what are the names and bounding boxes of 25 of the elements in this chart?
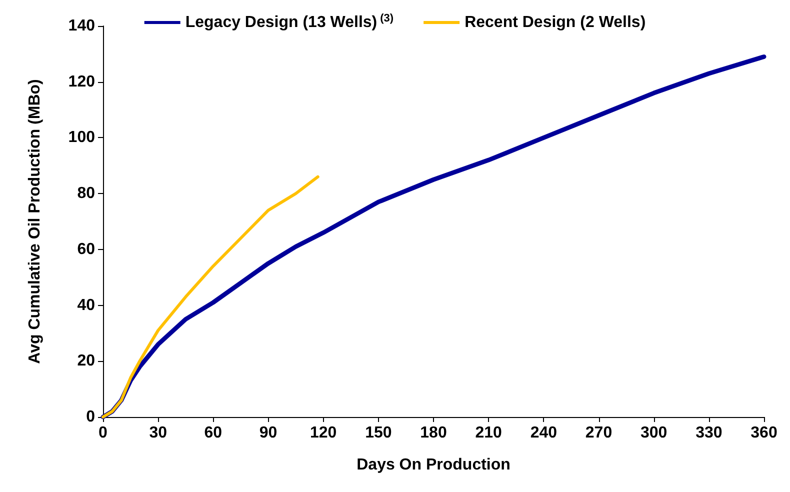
y-axis-title: Avg Cumulative Oil Production (MBo): [26, 79, 44, 364]
x-tick-label: 120: [310, 424, 337, 442]
x-tick-label: 210: [475, 424, 502, 442]
x-axis-title: Days On Production: [356, 456, 510, 474]
line-series: [102, 175, 320, 418]
y-tick-label: 40: [77, 296, 96, 314]
y-tick-label: 20: [77, 352, 96, 370]
x-tick-label: 330: [696, 424, 722, 442]
x-tick-label: 360: [750, 424, 778, 442]
x-tick-label: 0: [98, 424, 108, 442]
x-tick-label: 300: [640, 424, 668, 442]
x-tick-label: 90: [259, 424, 278, 442]
y-tick-label: 120: [68, 73, 96, 90]
y-tick-label: 100: [68, 129, 96, 146]
legend-label: Recent Design (2 Wells): [464, 14, 646, 31]
x-tick-label: 240: [530, 424, 558, 442]
x-tick-label: 270: [585, 424, 612, 442]
y-tick-label: 60: [77, 240, 96, 258]
x-tick-label: 180: [420, 424, 447, 442]
y-tick-label: 80: [77, 185, 96, 202]
x-tick-label: 150: [365, 424, 392, 442]
x-tick-label: 30: [149, 424, 168, 442]
y-tick-label: 0: [86, 408, 96, 426]
x-tick-label: 60: [204, 424, 222, 442]
y-tick-label: 140: [68, 18, 96, 34]
